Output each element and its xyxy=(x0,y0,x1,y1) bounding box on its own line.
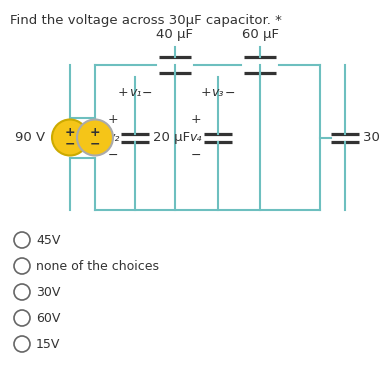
Text: Find the voltage across 30μF capacitor. *: Find the voltage across 30μF capacitor. … xyxy=(10,14,282,27)
Circle shape xyxy=(77,119,113,156)
Text: v₄: v₄ xyxy=(189,131,202,144)
Circle shape xyxy=(52,119,88,156)
Text: 15V: 15V xyxy=(36,338,61,351)
Text: 30V: 30V xyxy=(36,285,61,298)
Text: 90 V: 90 V xyxy=(57,131,87,144)
Text: −: − xyxy=(224,87,235,100)
Text: 90 V: 90 V xyxy=(15,131,45,144)
Text: 60V: 60V xyxy=(36,311,61,325)
Text: 30 μF: 30 μF xyxy=(363,131,383,144)
Text: +: + xyxy=(65,126,75,139)
Text: 20 μF: 20 μF xyxy=(153,131,190,144)
Text: −: − xyxy=(142,87,152,100)
Text: +: + xyxy=(108,113,118,126)
Text: −: − xyxy=(108,149,118,162)
Text: v₂: v₂ xyxy=(107,131,119,144)
Text: −: − xyxy=(90,138,100,151)
Text: +: + xyxy=(90,126,100,139)
Text: −: − xyxy=(190,149,201,162)
Text: 40 μF: 40 μF xyxy=(157,28,193,41)
Text: none of the choices: none of the choices xyxy=(36,260,159,273)
Text: 45V: 45V xyxy=(36,233,61,247)
Text: +: + xyxy=(118,87,128,100)
Text: 60 μF: 60 μF xyxy=(242,28,278,41)
Text: +: + xyxy=(200,87,211,100)
Text: v₃: v₃ xyxy=(211,87,224,100)
Text: v₁: v₁ xyxy=(129,87,141,100)
Text: +: + xyxy=(190,113,201,126)
Text: −: − xyxy=(65,138,75,151)
